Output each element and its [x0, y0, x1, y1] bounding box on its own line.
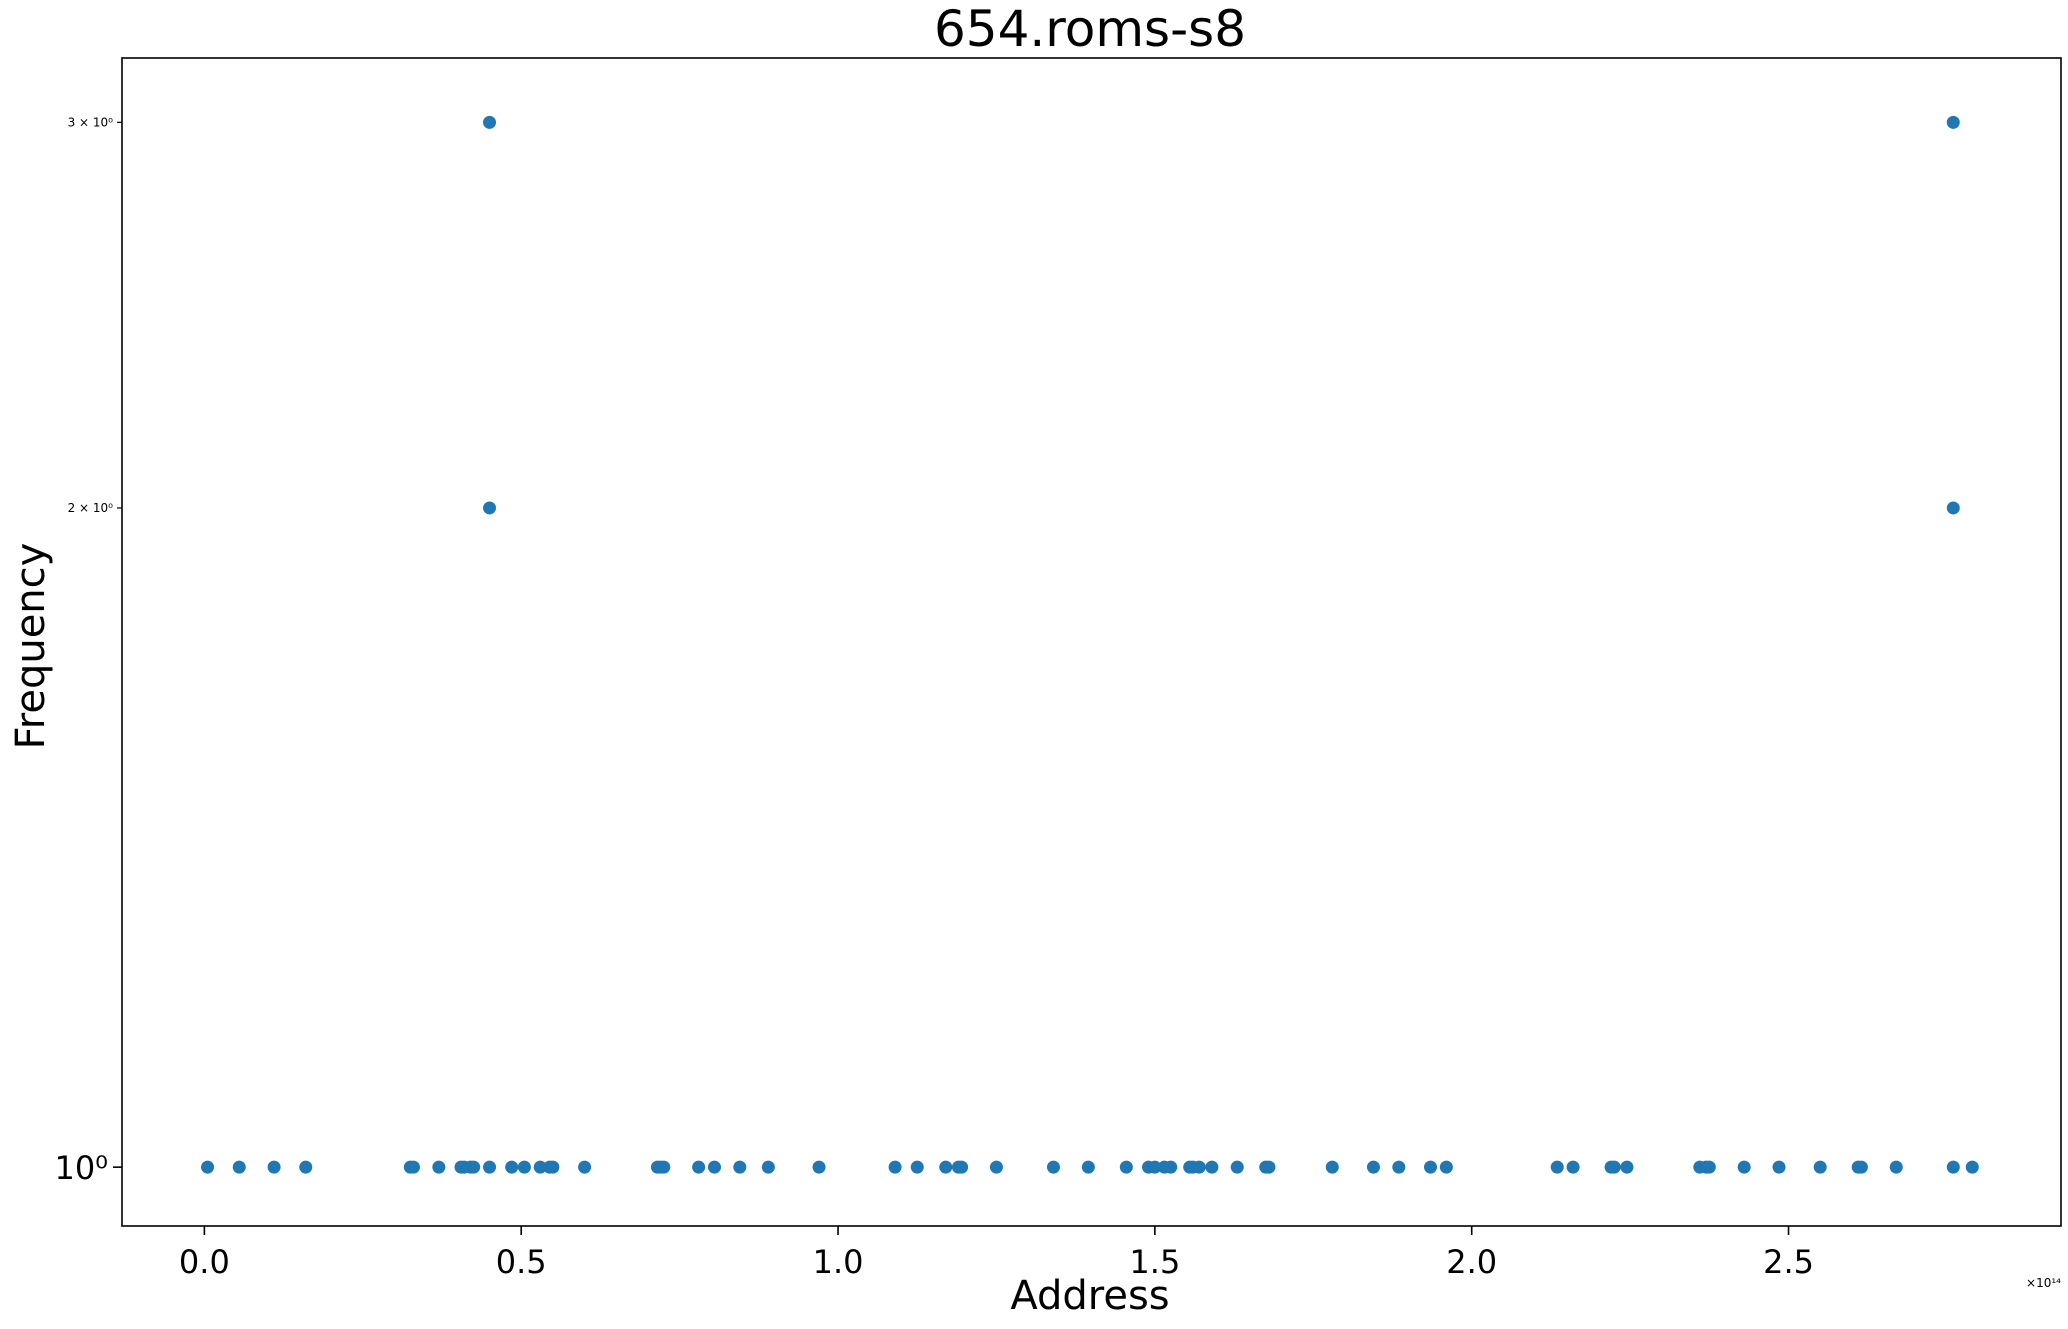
- data-point-65: [1854, 1160, 1868, 1174]
- data-point-61: [1737, 1160, 1751, 1174]
- x-axis-offset-label: ×10¹⁴: [2026, 1276, 2061, 1290]
- data-point-10: [467, 1160, 481, 1174]
- plot-area-frame: [121, 57, 2062, 1227]
- data-point-32: [955, 1160, 969, 1174]
- x-tick-label-4: 2.0: [1446, 1243, 1497, 1281]
- data-point-47: [1262, 1160, 1276, 1174]
- data-point-68: [1946, 501, 1960, 515]
- data-point-27: [812, 1160, 826, 1174]
- data-point-51: [1424, 1160, 1438, 1174]
- data-point-24: [707, 1160, 721, 1174]
- data-point-69: [1946, 115, 1960, 129]
- data-point-16: [533, 1160, 547, 1174]
- data-point-29: [910, 1160, 924, 1174]
- x-tick-label-3: 1.5: [1129, 1243, 1180, 1281]
- data-point-63: [1813, 1160, 1827, 1174]
- data-point-60: [1702, 1160, 1716, 1174]
- data-point-12: [483, 501, 497, 515]
- x-tick-label-5: 2.5: [1763, 1243, 1814, 1281]
- data-point-66: [1889, 1160, 1903, 1174]
- data-point-6: [432, 1160, 446, 1174]
- data-point-38: [1148, 1160, 1162, 1174]
- data-point-50: [1392, 1160, 1406, 1174]
- data-point-52: [1439, 1160, 1453, 1174]
- data-point-45: [1230, 1160, 1244, 1174]
- data-point-1: [232, 1160, 246, 1174]
- x-axis-ticks: 0.0 0.5 1.0 1.5 2.0 2.5: [179, 1226, 1814, 1281]
- data-point-26: [761, 1160, 775, 1174]
- data-point-67: [1946, 1160, 1960, 1174]
- data-point-23: [692, 1160, 706, 1174]
- data-point-35: [1081, 1160, 1095, 1174]
- data-point-48: [1325, 1160, 1339, 1174]
- data-point-62: [1772, 1160, 1786, 1174]
- data-point-40: [1164, 1160, 1178, 1174]
- data-points: [201, 115, 1979, 1174]
- data-point-34: [1046, 1160, 1060, 1174]
- data-point-56: [1607, 1160, 1621, 1174]
- chart-title: 654.roms-s8: [934, 0, 1246, 58]
- data-point-25: [733, 1160, 747, 1174]
- x-axis-label: Address: [1010, 1273, 1169, 1319]
- y-tick-label-1: 2 × 10⁰: [68, 501, 114, 515]
- y-tick-label-2: 3 × 10⁰: [68, 115, 114, 129]
- data-point-49: [1366, 1160, 1380, 1174]
- data-point-28: [888, 1160, 902, 1174]
- data-point-36: [1119, 1160, 1133, 1174]
- data-point-33: [989, 1160, 1003, 1174]
- x-tick-label-2: 1.0: [813, 1243, 864, 1281]
- data-point-54: [1566, 1160, 1580, 1174]
- y-axis-label: Frequency: [8, 543, 54, 750]
- data-point-44: [1205, 1160, 1219, 1174]
- data-point-30: [939, 1160, 953, 1174]
- data-point-13: [483, 115, 497, 129]
- x-tick-label-0: 0.0: [179, 1243, 230, 1281]
- data-point-14: [505, 1160, 519, 1174]
- data-point-0: [201, 1160, 215, 1174]
- data-point-57: [1620, 1160, 1634, 1174]
- y-axis-ticks: 10⁰ 2 × 10⁰ 3 × 10⁰: [54, 115, 122, 1187]
- data-point-18: [546, 1160, 560, 1174]
- y-tick-label-0: 10⁰: [54, 1149, 108, 1187]
- data-point-43: [1192, 1160, 1206, 1174]
- data-point-5: [406, 1160, 420, 1174]
- data-point-15: [517, 1160, 531, 1174]
- data-point-22: [657, 1160, 671, 1174]
- data-point-19: [578, 1160, 592, 1174]
- data-point-3: [299, 1160, 313, 1174]
- data-point-53: [1550, 1160, 1564, 1174]
- data-point-11: [483, 1160, 497, 1174]
- x-tick-label-1: 0.5: [496, 1243, 547, 1281]
- data-point-70: [1965, 1160, 1979, 1174]
- data-point-2: [267, 1160, 281, 1174]
